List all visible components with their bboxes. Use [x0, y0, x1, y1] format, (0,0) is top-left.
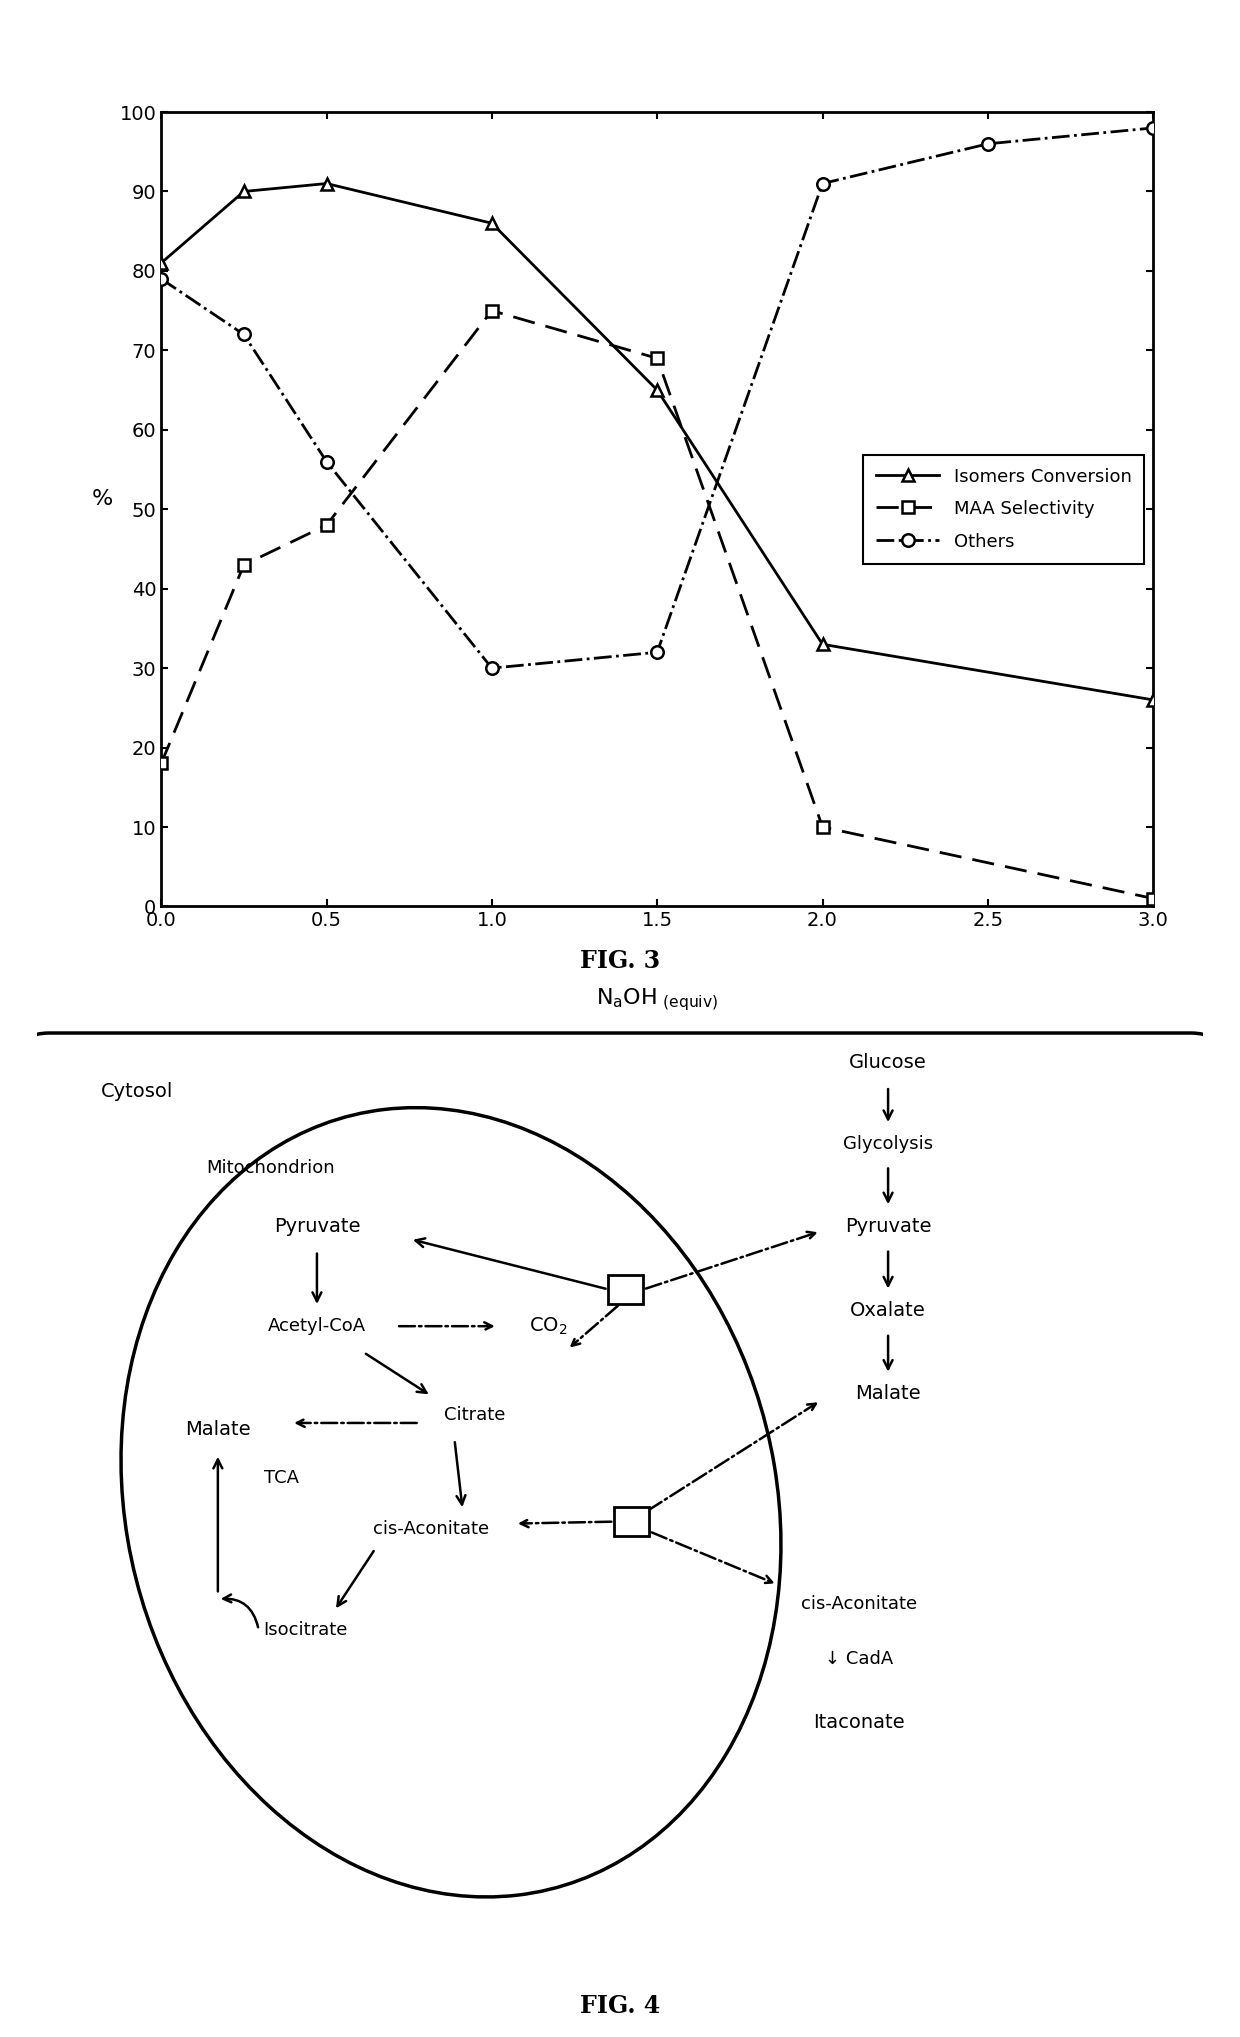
Others	[815, 171, 830, 196]
MAA Selectivity	[1146, 886, 1161, 911]
Isomers Conversion	[650, 377, 665, 401]
Line: Others: Others	[155, 122, 1159, 674]
Y-axis label: %: %	[92, 489, 113, 509]
Text: FIG. 3: FIG. 3	[580, 949, 660, 974]
Text: Malate: Malate	[185, 1420, 250, 1440]
Text: Itaconate: Itaconate	[813, 1713, 905, 1731]
Others	[485, 656, 500, 680]
Others	[1146, 116, 1161, 141]
MAA Selectivity	[237, 552, 252, 576]
Text: CO$_2$: CO$_2$	[528, 1316, 567, 1336]
Text: FIG. 4: FIG. 4	[580, 1994, 660, 2019]
MAA Selectivity	[815, 815, 830, 839]
Text: cis-Aconitate: cis-Aconitate	[801, 1595, 918, 1613]
Line: Isomers Conversion: Isomers Conversion	[155, 177, 1159, 707]
Others	[650, 640, 665, 664]
Text: N$_{\rm a}$OH$_{\rm\ (equiv)}$: N$_{\rm a}$OH$_{\rm\ (equiv)}$	[596, 986, 718, 1012]
MAA Selectivity	[154, 752, 169, 776]
Text: Pyruvate: Pyruvate	[274, 1216, 360, 1236]
Others	[237, 322, 252, 346]
Isomers Conversion	[237, 179, 252, 204]
Legend: Isomers Conversion, MAA Selectivity, Others: Isomers Conversion, MAA Selectivity, Oth…	[863, 454, 1145, 564]
Text: Glucose: Glucose	[849, 1053, 928, 1071]
Text: Pyruvate: Pyruvate	[844, 1216, 931, 1236]
Isomers Conversion	[485, 212, 500, 236]
Isomers Conversion	[815, 631, 830, 656]
Text: Cytosol: Cytosol	[102, 1082, 174, 1100]
Text: Mitochondrion: Mitochondrion	[206, 1159, 335, 1177]
Text: Citrate: Citrate	[444, 1406, 505, 1424]
Others	[981, 132, 996, 157]
Ellipse shape	[122, 1108, 781, 1896]
Text: ↓ CadA: ↓ CadA	[825, 1650, 893, 1668]
Text: cis-Aconitate: cis-Aconitate	[373, 1520, 490, 1538]
Text: Isocitrate: Isocitrate	[263, 1621, 347, 1640]
Line: MAA Selectivity: MAA Selectivity	[155, 304, 1159, 904]
Others	[154, 267, 169, 291]
MAA Selectivity	[485, 297, 500, 322]
FancyBboxPatch shape	[20, 1033, 1220, 1990]
Text: Malate: Malate	[856, 1385, 921, 1403]
Text: Oxalate: Oxalate	[851, 1302, 926, 1320]
Bar	[614, 1507, 650, 1536]
Isomers Conversion	[1146, 689, 1161, 713]
Isomers Conversion	[319, 171, 334, 196]
MAA Selectivity	[319, 513, 334, 538]
Text: Acetyl-CoA: Acetyl-CoA	[268, 1318, 366, 1334]
Others	[319, 450, 334, 475]
MAA Selectivity	[650, 346, 665, 371]
Isomers Conversion	[154, 251, 169, 275]
Text: TCA: TCA	[264, 1469, 300, 1487]
Bar	[609, 1275, 644, 1304]
Text: Glycolysis: Glycolysis	[843, 1135, 934, 1153]
